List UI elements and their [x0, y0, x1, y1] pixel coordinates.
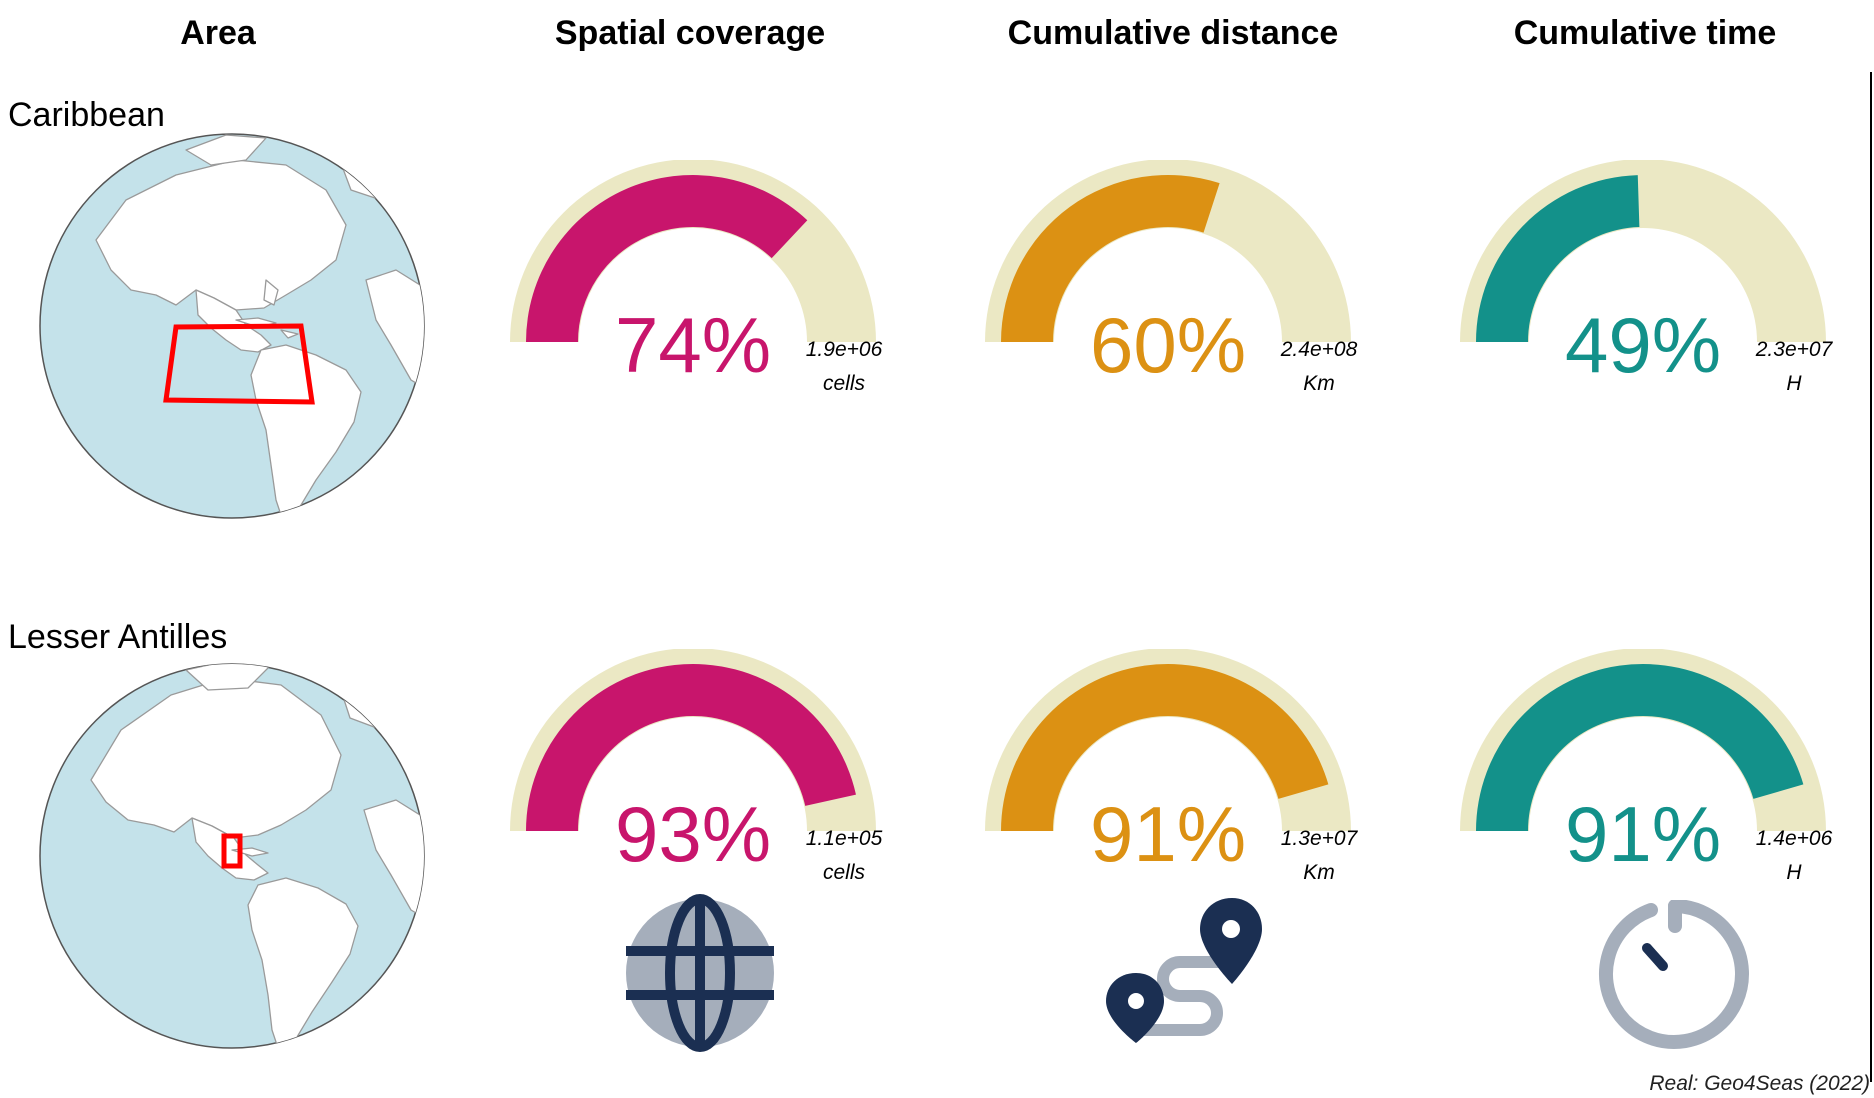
gauge-bar: [1001, 663, 1329, 831]
header-cumulative-distance: Cumulative distance: [1007, 14, 1339, 52]
gauge-percent-label: 74%: [615, 301, 771, 389]
globe-icon: [626, 894, 774, 1052]
gauge-lesser-antilles-spatial-coverage: 93% 1.1e+05 cells: [510, 649, 883, 884]
gauge-unit: H: [1786, 372, 1802, 395]
gauge-bar: [526, 664, 856, 831]
gauge-unit: H: [1786, 861, 1802, 884]
route-icon: [1106, 898, 1262, 1043]
gauge-percent-label: 91%: [1090, 790, 1246, 878]
header-spatial-coverage: Spatial coverage: [554, 14, 826, 52]
gauge-bar: [1476, 175, 1640, 342]
gauge-percent-label: 49%: [1565, 301, 1721, 389]
gauge-total-value: 1.4e+06: [1756, 827, 1833, 850]
gauge-caribbean-spatial-coverage: 74% 1.9e+06 cells: [510, 160, 883, 395]
row-label-lesser-antilles: Lesser Antilles: [8, 618, 228, 656]
gauge-total-value: 1.9e+06: [806, 338, 883, 361]
gauge-lesser-antilles-cumulative-distance: 91% 1.3e+07 Km: [985, 649, 1359, 884]
gauge-bar: [1476, 663, 1804, 831]
source-credit: Real: Geo4Seas (2022): [1649, 1072, 1870, 1095]
gauge-total-value: 2.3e+07: [1755, 338, 1834, 361]
globe-map-lesser-antilles: [39, 663, 425, 1049]
gauge-total-value: 1.1e+05: [806, 827, 883, 850]
gauge-total-value: 1.3e+07: [1281, 827, 1359, 850]
globe-map-caribbean: [39, 133, 425, 519]
header-area: Area: [180, 14, 256, 52]
gauge-caribbean-cumulative-distance: 60% 2.4e+08 Km: [985, 160, 1358, 395]
gauge-percent-label: 91%: [1565, 790, 1721, 878]
gauge-bar: [1001, 175, 1220, 342]
gauge-unit: Km: [1303, 372, 1335, 395]
row-label-caribbean: Caribbean: [8, 96, 165, 134]
gauge-bar: [526, 175, 808, 342]
gauge-unit: cells: [823, 861, 866, 884]
gauge-percent-label: 60%: [1090, 301, 1246, 389]
header-cumulative-time: Cumulative time: [1513, 14, 1777, 52]
gauge-unit: cells: [823, 372, 866, 395]
gauge-unit: Km: [1303, 861, 1335, 884]
right-border-line: [1870, 72, 1872, 1082]
gauge-lesser-antilles-cumulative-time: 91% 1.4e+06 H: [1460, 649, 1833, 884]
timer-icon: [1599, 900, 1749, 1049]
gauge-total-value: 2.4e+08: [1280, 338, 1358, 361]
gauge-caribbean-cumulative-time: 49% 2.3e+07 H: [1460, 160, 1834, 395]
gauge-percent-label: 93%: [615, 790, 771, 878]
